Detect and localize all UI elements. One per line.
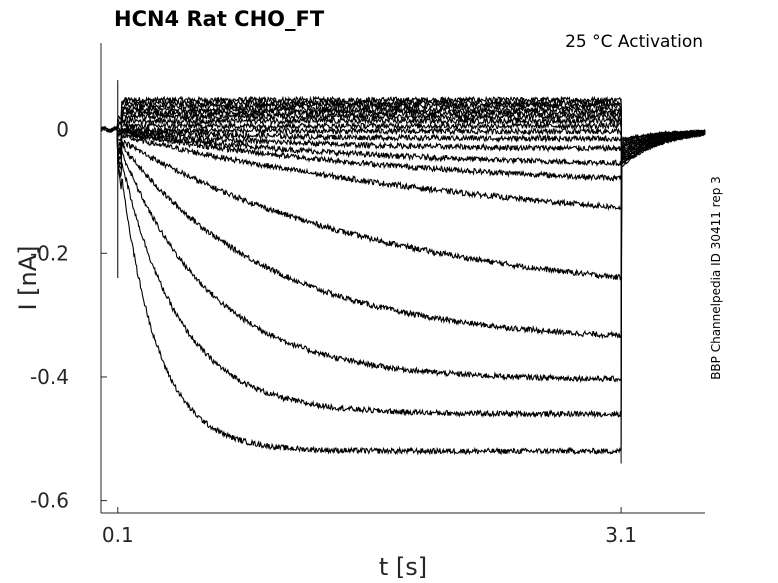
trace-line (100, 111, 706, 160)
trace-line (100, 121, 706, 157)
trace-line (100, 98, 706, 166)
x-tick-label: 0.1 (102, 523, 134, 547)
trace-line (100, 126, 706, 211)
traces (100, 80, 706, 464)
side-label: BBP Channelpedia ID 30411 rep 3 (709, 176, 723, 380)
plot-area (100, 43, 706, 514)
y-tick-label: -0.4 (30, 365, 69, 389)
x-axis-label: t [s] (379, 553, 427, 581)
trace-line (100, 126, 706, 155)
chart-annotation: 25 °C Activation (565, 32, 703, 52)
trace-line (100, 104, 706, 162)
y-tick-label: -0.6 (30, 489, 69, 513)
trace-line (100, 126, 706, 419)
chart-title: HCN4 Rat CHO_FT (114, 7, 325, 31)
y-tick-label: 0 (56, 118, 69, 142)
x-ticks: 0.1 3.1 (102, 507, 637, 547)
trace-line (100, 125, 706, 340)
y-tick-label: -0.2 (30, 241, 69, 265)
y-axis-label: I [nA] (14, 245, 42, 310)
trace-line (100, 116, 706, 159)
x-tick-label: 3.1 (605, 523, 637, 547)
trace-line (100, 125, 706, 168)
trace-line (100, 108, 706, 162)
trace-line (100, 125, 706, 156)
trace-line (100, 126, 706, 383)
y-ticks: 0 -0.2 -0.4 -0.6 (30, 118, 107, 513)
trace-line (100, 125, 706, 182)
trace-line (100, 126, 706, 281)
trace-line (100, 126, 706, 456)
